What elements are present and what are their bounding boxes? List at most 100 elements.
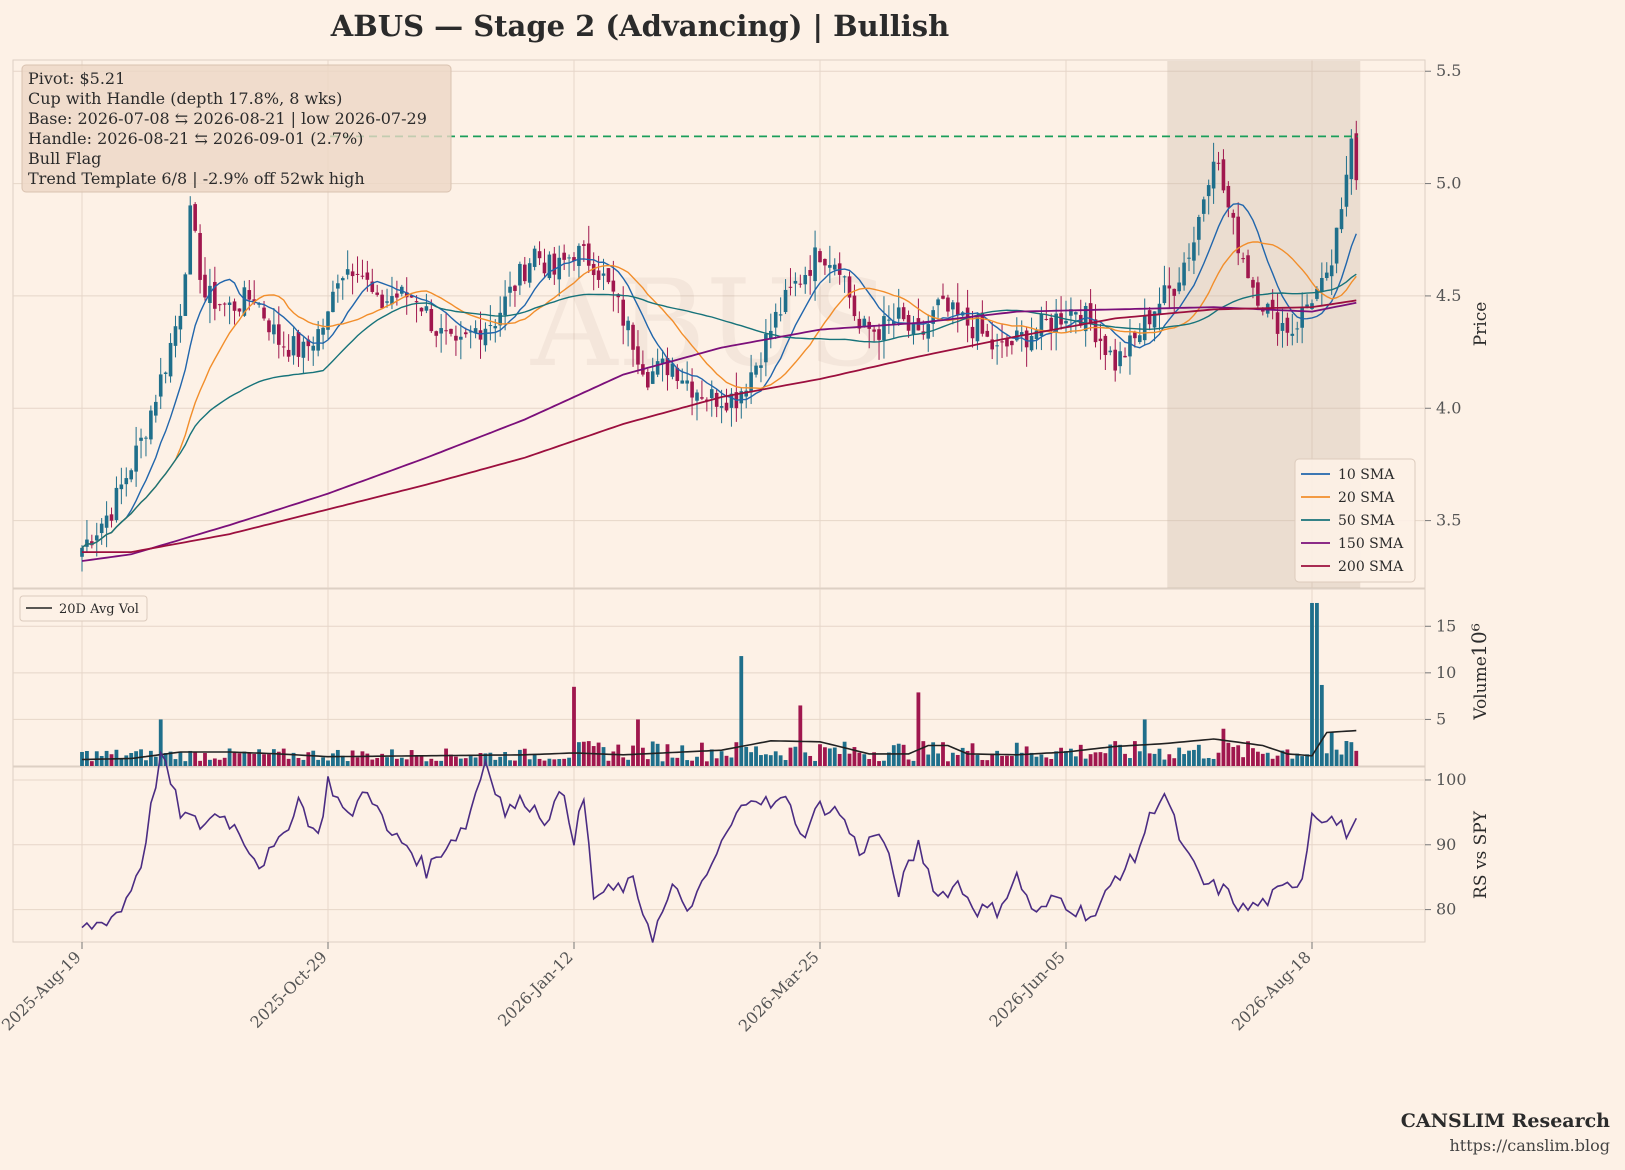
volume-bar xyxy=(331,753,335,766)
volume-bar xyxy=(434,760,439,766)
candle-body xyxy=(798,283,803,285)
candle-body xyxy=(892,321,896,325)
candle-body xyxy=(370,281,375,292)
candle-body xyxy=(773,311,778,328)
volume-bar xyxy=(601,747,606,766)
volume-bar xyxy=(803,752,808,766)
candle-body xyxy=(1128,335,1132,357)
volume-bar xyxy=(916,692,921,766)
candle-body xyxy=(336,283,340,289)
volume-bar xyxy=(1231,746,1236,766)
price-panel: ABUS 3.5 4.0 4.5 5.0 5.5 Price Pivot: $5.21 … xyxy=(12,59,1491,589)
volume-bar xyxy=(1098,752,1103,766)
volume-bar xyxy=(306,752,311,766)
candle-body xyxy=(803,274,808,285)
sma-legend-items: 10 SMA 20 SMA 50 SMA 150 SMA 200 SMA xyxy=(1301,467,1404,575)
volume-bar xyxy=(980,759,985,766)
candle-body xyxy=(149,410,153,440)
candle-body xyxy=(611,280,616,292)
candle-body xyxy=(380,294,384,309)
volume-bar xyxy=(326,760,330,766)
candle-body xyxy=(877,329,881,340)
candle-body xyxy=(1315,288,1319,299)
volume-bar xyxy=(365,753,370,766)
volume-bar xyxy=(301,759,306,766)
candle-body xyxy=(857,318,862,329)
candle-body xyxy=(813,247,817,282)
candle-body xyxy=(1310,303,1314,309)
volume-bar xyxy=(183,761,188,766)
volume-bar xyxy=(281,748,286,766)
volume-bar xyxy=(286,758,291,766)
candle-body xyxy=(1098,338,1103,342)
volume-bar xyxy=(773,751,778,766)
sma-line-20-sma xyxy=(81,241,1357,549)
candle-body xyxy=(1334,227,1339,264)
candle-body xyxy=(1197,217,1201,240)
volume-bar xyxy=(877,761,881,766)
volume-bar xyxy=(739,656,744,766)
annotation-pivot: Pivot: $5.21 xyxy=(28,69,125,88)
candle-body xyxy=(616,294,621,298)
candle-body xyxy=(316,329,320,351)
volume-bar xyxy=(665,744,670,766)
candle-body xyxy=(326,311,330,330)
volume-bar xyxy=(439,760,444,766)
volume-bar xyxy=(719,751,724,766)
volume-bar xyxy=(1290,758,1295,766)
candle-body xyxy=(262,307,266,319)
candle-body xyxy=(591,263,596,276)
volume-bar xyxy=(1187,750,1191,766)
volume-bar xyxy=(1009,756,1014,766)
candle-body xyxy=(1044,318,1049,320)
candle-body xyxy=(690,381,694,398)
candle-body xyxy=(646,371,650,388)
candle-body xyxy=(1295,328,1300,330)
volume-bar xyxy=(808,755,813,766)
volume-bar xyxy=(552,759,557,766)
annotation-base: Base: 2026-07-08 ⇆ 2026-08-21 | low 2026… xyxy=(28,109,427,128)
volume-bar xyxy=(680,745,685,766)
y-tick-label: 100 xyxy=(1436,770,1467,789)
candle-body xyxy=(94,535,99,541)
volume-bar xyxy=(734,742,739,766)
volume-bar xyxy=(1073,756,1078,766)
candle-body xyxy=(247,290,252,300)
candle-body xyxy=(286,349,291,357)
volume-bar xyxy=(316,759,321,766)
volume-bar xyxy=(404,759,409,766)
candle-body xyxy=(217,304,222,306)
candle-body xyxy=(1270,299,1275,309)
candle-body xyxy=(173,326,178,346)
volume-bar xyxy=(823,747,827,766)
volume-bar xyxy=(1113,741,1118,766)
volume-bar xyxy=(458,758,463,766)
volume-bar xyxy=(1103,753,1108,766)
candle-body xyxy=(454,335,458,341)
annotation-pattern: Cup with Handle (depth 17.8%, 8 wks) xyxy=(28,89,342,108)
volume-bar xyxy=(768,755,773,766)
volume-axis-label: Volume xyxy=(1471,656,1491,721)
volume-bar xyxy=(1285,749,1290,766)
candle-body xyxy=(675,367,680,382)
volume-bar xyxy=(847,753,852,766)
volume-bar xyxy=(267,754,271,766)
candle-body xyxy=(404,292,409,298)
volume-bar xyxy=(813,760,817,766)
candle-body xyxy=(582,244,586,246)
volume-bar xyxy=(1260,753,1265,766)
x-tick-label: 2026-Jun-05 xyxy=(985,947,1068,1030)
candle-body xyxy=(1280,323,1285,331)
candle-body xyxy=(1049,317,1054,331)
candle-body xyxy=(1029,335,1034,351)
candle-body xyxy=(577,245,581,266)
volume-bar xyxy=(1093,752,1098,766)
candle-body xyxy=(1142,315,1147,341)
candle-body xyxy=(198,233,202,280)
candle-body xyxy=(139,437,143,441)
volume-bar xyxy=(1005,755,1009,766)
sma-legend-label: 200 SMA xyxy=(1338,559,1404,575)
candle-body xyxy=(488,325,493,327)
volume-bar xyxy=(119,758,124,766)
volume-bar xyxy=(217,759,222,766)
